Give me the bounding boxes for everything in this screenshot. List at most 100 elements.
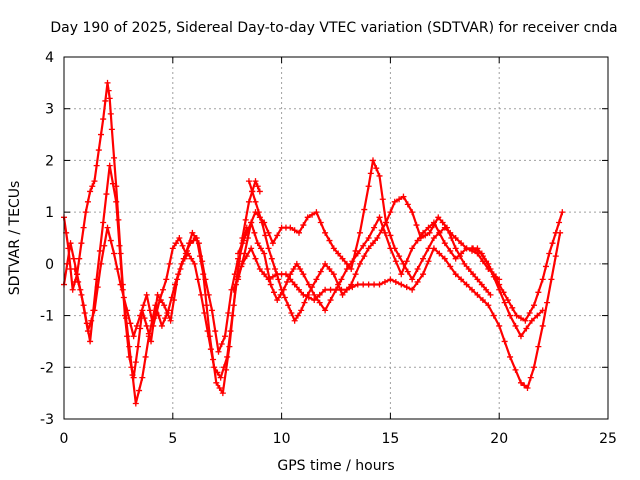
- data-point-marker: [111, 250, 118, 257]
- data-point-marker: [67, 240, 74, 247]
- data-point-marker: [513, 312, 520, 319]
- interp-point-marker: [521, 382, 528, 389]
- interp-point-marker: [349, 284, 356, 291]
- interp-point-marker: [527, 374, 534, 381]
- axis-ticks: 0 5 10 15 20 25 -3 -2 -1 0 1 2 3 4: [40, 50, 617, 447]
- data-point-marker: [82, 209, 89, 216]
- interp-point-marker: [239, 240, 246, 247]
- data-point-marker: [517, 379, 524, 386]
- interp-point-marker: [296, 286, 303, 293]
- data-point-marker: [531, 364, 538, 371]
- interp-point-marker: [535, 343, 542, 350]
- data-point-marker: [304, 214, 311, 221]
- interp-point-marker: [425, 224, 432, 231]
- interp-point-marker: [141, 315, 148, 322]
- data-point-marker: [230, 302, 237, 309]
- data-point-marker: [452, 245, 459, 252]
- interp-point-marker: [181, 255, 188, 262]
- x-axis-label: GPS time / hours: [277, 458, 394, 474]
- interp-point-marker: [490, 312, 497, 319]
- interp-point-marker: [265, 229, 272, 236]
- data-point-marker: [398, 281, 405, 288]
- interp-point-marker: [549, 240, 556, 247]
- interp-point-marker: [542, 263, 549, 270]
- data-point-marker: [215, 348, 222, 355]
- interp-point-marker: [290, 266, 297, 273]
- data-point-marker: [280, 286, 287, 293]
- data-point-marker: [252, 198, 259, 205]
- data-point-marker: [78, 291, 85, 298]
- interp-point-marker: [447, 247, 454, 254]
- interp-point-marker: [281, 294, 288, 301]
- interp-point-marker: [192, 235, 199, 241]
- interp-point-marker: [194, 276, 201, 283]
- data-point-marker: [235, 250, 242, 257]
- interp-point-marker: [212, 328, 219, 335]
- data-point-marker: [261, 250, 268, 257]
- data-point-marker: [452, 271, 459, 278]
- interp-point-marker: [338, 286, 345, 293]
- interp-point-marker: [544, 299, 551, 306]
- data-point-marker: [441, 240, 448, 247]
- data-point-marker: [487, 291, 494, 298]
- data-point-marker: [291, 281, 298, 288]
- grid-lines: [64, 57, 608, 419]
- data-point-marker: [143, 322, 150, 329]
- interp-point-marker: [242, 216, 249, 223]
- interp-point-marker: [474, 276, 481, 283]
- data-point-marker: [478, 250, 485, 257]
- interp-point-marker: [392, 278, 399, 285]
- series-track-3: [71, 224, 242, 355]
- interp-point-marker: [517, 315, 524, 322]
- data-point-marker: [69, 286, 76, 293]
- data-point-marker: [182, 250, 189, 257]
- interp-point-marker: [160, 286, 167, 293]
- interp-point-marker: [387, 232, 394, 239]
- interp-point-marker: [349, 258, 356, 265]
- data-point-marker: [443, 224, 450, 231]
- data-point-marker: [78, 240, 85, 247]
- data-point-marker: [87, 338, 94, 345]
- data-point-marker: [548, 276, 555, 283]
- interp-point-marker: [301, 299, 308, 306]
- data-point-marker: [230, 286, 237, 293]
- data-point-marker: [265, 245, 272, 252]
- data-point-marker: [504, 297, 511, 304]
- data-point-marker: [117, 281, 124, 288]
- interp-point-marker: [309, 211, 316, 218]
- interp-point-marker: [436, 229, 443, 236]
- data-point-marker: [409, 276, 416, 283]
- interp-point-marker: [326, 266, 333, 273]
- interp-point-marker: [512, 366, 519, 373]
- data-point-marker: [376, 172, 383, 179]
- x-tick-label: 20: [490, 431, 508, 447]
- data-point-marker: [211, 364, 218, 371]
- interp-point-marker: [327, 297, 334, 304]
- data-point-marker: [343, 286, 350, 293]
- data-point-marker: [376, 281, 383, 288]
- data-point-marker: [311, 297, 318, 304]
- interp-point-marker: [251, 229, 258, 236]
- data-point-marker: [365, 235, 372, 241]
- interp-point-marker: [396, 196, 403, 203]
- interp-point-marker: [483, 258, 490, 265]
- data-point-marker: [254, 240, 261, 247]
- data-point-marker: [208, 307, 215, 314]
- data-point-marker: [274, 297, 281, 304]
- data-point-marker: [265, 276, 272, 283]
- interp-point-marker: [300, 222, 307, 229]
- interp-point-marker: [381, 229, 388, 236]
- interp-point-marker: [404, 201, 411, 208]
- interp-point-marker: [373, 165, 380, 172]
- data-point-marker: [169, 245, 176, 252]
- interp-point-marker: [379, 196, 386, 203]
- data-point-marker: [84, 328, 91, 335]
- y-tick-label: -1: [40, 309, 54, 325]
- interp-point-marker: [316, 291, 323, 298]
- interp-point-marker: [305, 294, 312, 301]
- data-point-marker: [213, 379, 220, 386]
- interp-point-marker: [501, 299, 508, 306]
- interp-point-marker: [381, 278, 388, 285]
- interp-point-marker: [261, 271, 268, 278]
- interp-point-marker: [425, 258, 432, 265]
